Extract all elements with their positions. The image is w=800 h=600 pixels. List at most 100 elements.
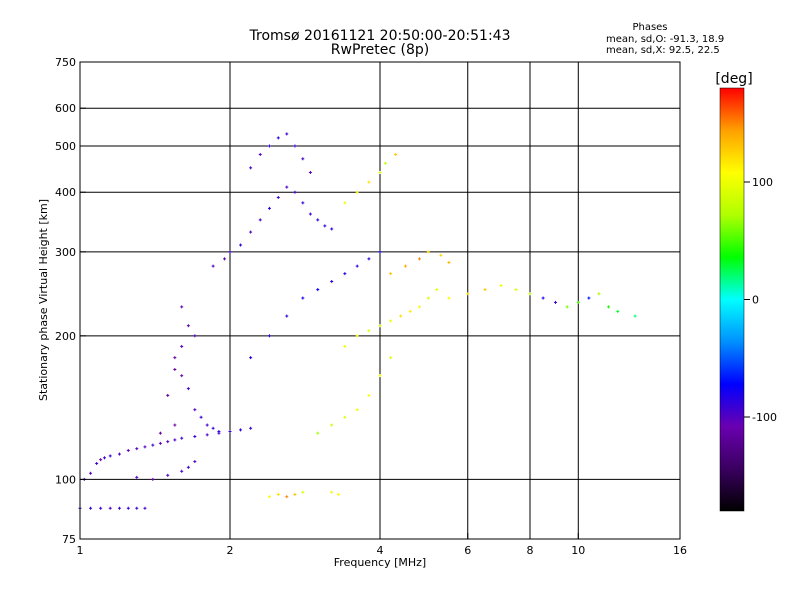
data-point: [276, 492, 280, 496]
data-point: [267, 334, 271, 338]
x-tick-label: 2: [227, 544, 234, 557]
data-point: [394, 152, 398, 156]
data-point: [301, 201, 305, 205]
y-tick-label: 75: [62, 533, 76, 546]
data-point: [355, 190, 359, 194]
stats-line-o: mean, sd,O: -91.3, 18.9: [606, 34, 724, 45]
data-point: [186, 465, 190, 469]
y-tick-label: 200: [55, 330, 76, 343]
data-point: [89, 506, 93, 510]
data-point: [343, 415, 347, 419]
data-point: [378, 374, 382, 378]
data-point: [103, 456, 107, 460]
chart-subtitle: RwPretec (8p): [331, 42, 429, 58]
data-point: [249, 356, 253, 360]
data-point: [217, 430, 221, 434]
data-point: [249, 166, 253, 170]
data-point: [633, 314, 637, 318]
data-point: [95, 461, 99, 465]
y-axis-label: Stationary phase Virtual Height [km]: [37, 199, 50, 401]
data-point: [439, 253, 443, 257]
data-point: [117, 452, 121, 456]
data-point: [267, 144, 271, 148]
stats-box: Phases mean, sd,O: -91.3, 18.9 mean, sd,…: [606, 22, 724, 56]
data-point: [228, 250, 232, 254]
data-point: [343, 201, 347, 205]
data-point: [166, 473, 170, 477]
data-point: [285, 185, 289, 189]
data-point: [367, 180, 371, 184]
x-tick-label: 10: [571, 544, 585, 557]
data-point: [541, 296, 545, 300]
data-point: [239, 428, 243, 432]
data-point: [308, 212, 312, 216]
x-axis-label: Frequency [MHz]: [334, 556, 426, 569]
grid-lines: [80, 62, 680, 539]
data-point: [135, 475, 139, 479]
data-point: [378, 170, 382, 174]
y-tick-label: 100: [55, 473, 76, 486]
data-point: [158, 441, 162, 445]
data-point: [211, 264, 215, 268]
data-point: [343, 272, 347, 276]
data-point: [553, 300, 557, 304]
data-point: [186, 387, 190, 391]
data-point: [258, 218, 262, 222]
y-axis-ticks: 75 100 200 300 400 500 600 750: [55, 56, 86, 546]
data-point: [403, 264, 407, 268]
data-point: [151, 443, 155, 447]
data-point: [399, 314, 403, 318]
data-point: [99, 458, 103, 462]
data-point: [597, 292, 601, 296]
stats-title: Phases: [632, 22, 667, 33]
data-point: [355, 408, 359, 412]
data-point: [435, 288, 439, 292]
stats-line-x: mean, sd,X: 92.5, 22.5: [606, 45, 720, 56]
data-point: [199, 415, 203, 419]
colorbar-ticks: 100 0 -100: [744, 176, 777, 424]
data-point: [483, 288, 487, 292]
data-point: [205, 433, 209, 437]
data-point: [228, 430, 232, 434]
data-point: [355, 334, 359, 338]
data-point: [173, 367, 177, 371]
data-point: [576, 300, 580, 304]
data-point: [267, 495, 271, 499]
data-point: [308, 170, 312, 174]
data-points: [78, 132, 637, 510]
data-point: [301, 157, 305, 161]
data-point: [383, 161, 387, 165]
colorbar-label: [deg]: [715, 71, 752, 87]
colorbar-gradient: [719, 87, 745, 512]
data-point: [293, 492, 297, 496]
data-point: [89, 471, 93, 475]
data-point: [301, 490, 305, 494]
data-point: [616, 309, 620, 313]
data-point: [587, 296, 591, 300]
data-point: [173, 356, 177, 360]
data-point: [158, 431, 162, 435]
data-point: [447, 296, 451, 300]
data-point: [180, 374, 184, 378]
data-point: [173, 423, 177, 427]
data-point: [408, 309, 412, 313]
y-tick-label: 400: [55, 186, 76, 199]
data-point: [180, 344, 184, 348]
data-point: [285, 132, 289, 136]
data-point: [166, 393, 170, 397]
data-point: [378, 324, 382, 328]
data-point: [108, 454, 112, 458]
data-point: [135, 447, 139, 451]
data-point: [607, 305, 611, 309]
data-point: [180, 305, 184, 309]
data-point: [173, 438, 177, 442]
data-point: [447, 260, 451, 264]
data-point: [417, 257, 421, 261]
data-point: [528, 292, 532, 296]
data-point: [166, 440, 170, 444]
data-point: [180, 436, 184, 440]
data-point: [389, 319, 393, 323]
data-point: [330, 423, 334, 427]
data-point: [301, 296, 305, 300]
